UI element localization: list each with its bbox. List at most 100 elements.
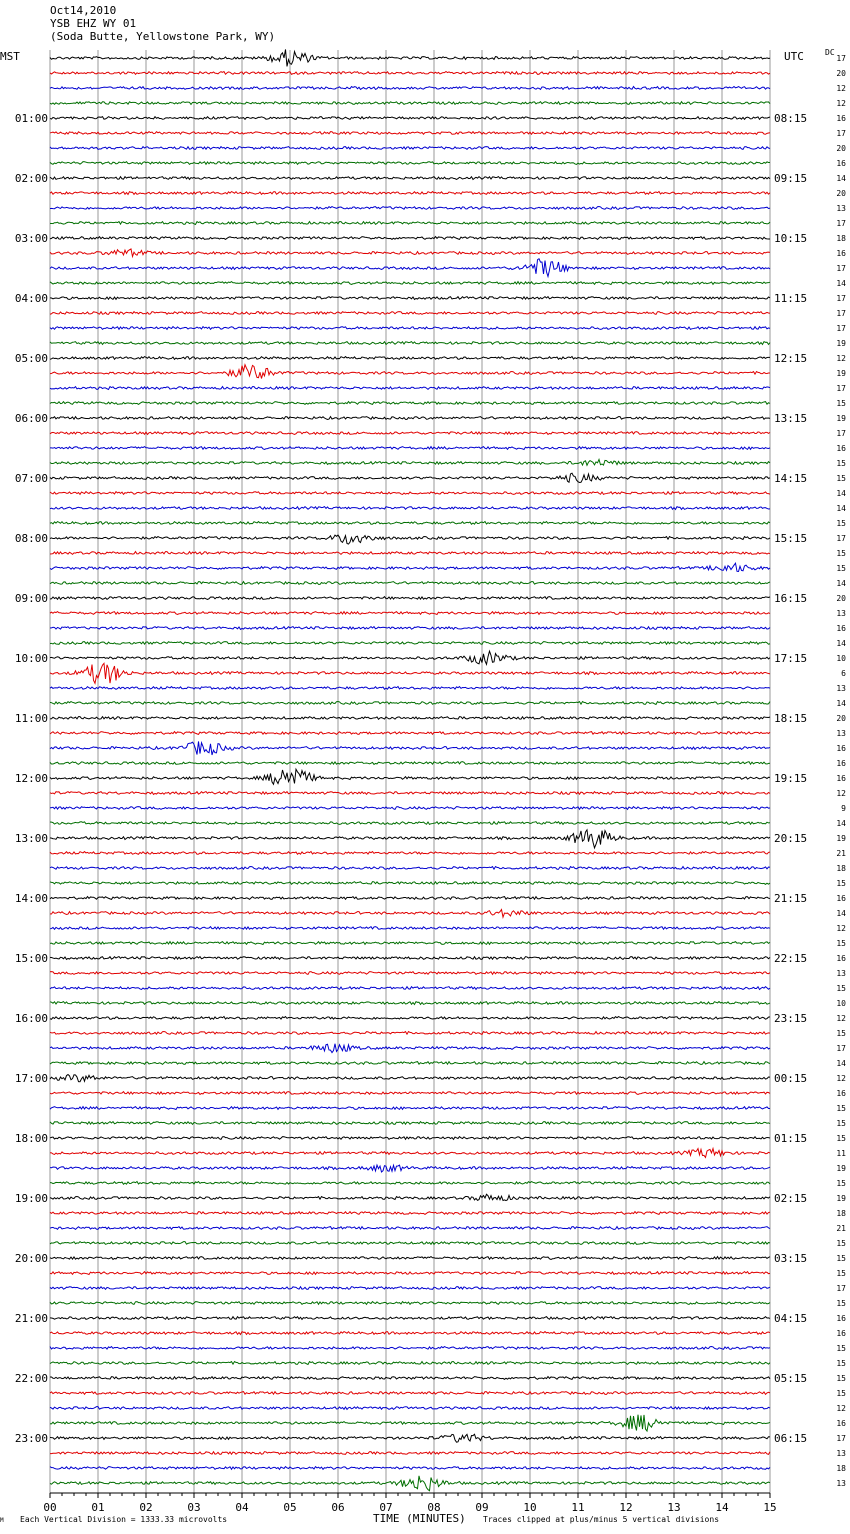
dc-offset-value: 20: [836, 189, 846, 198]
left-hour-label: 02:00: [15, 172, 48, 185]
dc-offset-value: 10: [836, 999, 846, 1008]
trace-row-10: [49, 205, 771, 211]
trace-row-69: [49, 1090, 771, 1096]
right-hour-label: 02:15: [774, 1192, 807, 1205]
trace-row-88: [49, 1375, 771, 1381]
trace-row-39: [49, 640, 771, 646]
right-hour-label: 23:15: [774, 1012, 807, 1025]
trace-row-1: [49, 70, 771, 76]
left-hour-label: 05:00: [15, 352, 48, 365]
trace-row-89: [49, 1390, 771, 1396]
right-hour-label: 20:15: [774, 832, 807, 845]
x-tick-label: 09: [475, 1501, 488, 1514]
dc-offset-value: 15: [836, 1344, 846, 1353]
trace-row-56: [49, 895, 771, 901]
trace-row-48: [49, 767, 771, 786]
right-hour-label: 15:15: [774, 532, 807, 545]
dc-offset-value: 17: [836, 534, 846, 543]
dc-offset-value: 13: [836, 729, 846, 738]
trace-row-4: [49, 115, 771, 121]
clip-note: Traces clipped at plus/minus 5 vertical …: [483, 1515, 720, 1524]
dc-offset-value: 16: [836, 159, 846, 168]
dc-offset-value: 17: [836, 1434, 846, 1443]
dc-offset-value: 19: [836, 834, 846, 843]
right-hour-label: 16:15: [774, 592, 807, 605]
dc-offset-value: 17: [836, 429, 846, 438]
left-hour-label: 13:00: [15, 832, 48, 845]
dc-offset-value: 14: [836, 174, 846, 183]
trace-row-30: [49, 505, 771, 511]
x-tick-label: 02: [139, 1501, 152, 1514]
trace-row-0: [49, 49, 771, 67]
left-hour-label: 12:00: [15, 772, 48, 785]
trace-row-20: [49, 355, 771, 361]
dc-offset-value: 15: [836, 1119, 846, 1128]
trace-row-94: [49, 1465, 771, 1471]
trace-row-17: [49, 310, 771, 316]
trace-row-84: [49, 1315, 771, 1321]
trace-row-23: [49, 400, 771, 406]
dc-offset-value: 18: [836, 234, 846, 243]
dc-offset-value: 19: [836, 414, 846, 423]
dc-offset-value: 15: [836, 1389, 846, 1398]
right-hour-label: 21:15: [774, 892, 807, 905]
left-hour-label: 09:00: [15, 592, 48, 605]
dc-offset-value: 15: [836, 459, 846, 468]
right-hour-label: 22:15: [774, 952, 807, 965]
trace-row-14: [49, 257, 771, 279]
dc-offset-value: 15: [836, 1299, 846, 1308]
x-tick-label: 01: [91, 1501, 104, 1514]
trace-row-95: [49, 1475, 771, 1492]
trace-row-8: [49, 175, 771, 181]
left-hour-label: 17:00: [15, 1072, 48, 1085]
trace-row-52: [49, 828, 771, 850]
x-tick-label: 11: [571, 1501, 584, 1514]
trace-row-72: [49, 1135, 771, 1141]
trace-row-67: [49, 1060, 771, 1066]
minute-gridlines: [49, 50, 771, 1493]
trace-row-74: [49, 1163, 771, 1174]
dc-offset-value: 13: [836, 204, 846, 213]
station-location: (Soda Butte, Yellowstone Park, WY): [50, 30, 276, 43]
trace-row-76: [49, 1193, 771, 1202]
dc-offset-value: 16: [836, 1314, 846, 1323]
trace-row-47: [49, 760, 771, 766]
trace-row-28: [49, 472, 771, 484]
right-timezone-label: UTC: [784, 50, 804, 63]
dc-offset-value: 12: [836, 354, 846, 363]
trace-row-19: [49, 340, 771, 346]
dc-offset-value: 13: [836, 969, 846, 978]
dc-offset-value: 12: [836, 1014, 846, 1023]
left-timezone-label: MST: [0, 50, 20, 63]
trace-row-18: [49, 325, 771, 331]
dc-offset-value: 17: [836, 219, 846, 228]
left-hour-label: 21:00: [15, 1312, 48, 1325]
x-tick-label: 08: [427, 1501, 440, 1514]
trace-row-40: [49, 649, 771, 666]
trace-row-70: [49, 1105, 771, 1111]
right-hour-label: 06:15: [774, 1432, 807, 1445]
right-hour-label: 10:15: [774, 232, 807, 245]
trace-row-25: [49, 430, 771, 436]
left-hour-labels: 01:00 02:00 03:00 04:00 05:00 06:00 07:00 08:00…: [15, 112, 48, 1445]
dc-offset-value: 15: [836, 549, 846, 558]
dc-offset-value: 11: [836, 1149, 846, 1158]
right-hour-label: 09:15: [774, 172, 807, 185]
dc-offset-value: 12: [836, 1074, 846, 1083]
left-hour-label: 06:00: [15, 412, 48, 425]
dc-offset-value: 14: [836, 489, 846, 498]
right-hour-label: 14:15: [774, 472, 807, 485]
left-hour-label: 22:00: [15, 1372, 48, 1385]
dc-offset-value: 19: [836, 369, 846, 378]
trace-row-62: [49, 985, 771, 991]
left-hour-label: 23:00: [15, 1432, 48, 1445]
dc-offset-value: 19: [836, 339, 846, 348]
left-hour-label: 20:00: [15, 1252, 48, 1265]
dc-offset-value: 14: [836, 699, 846, 708]
right-hour-label: 11:15: [774, 292, 807, 305]
dc-offset-value: 15: [836, 939, 846, 948]
dc-offset-value: 17: [836, 54, 846, 63]
trace-row-86: [49, 1345, 771, 1351]
dc-offset-value: 17: [836, 1284, 846, 1293]
